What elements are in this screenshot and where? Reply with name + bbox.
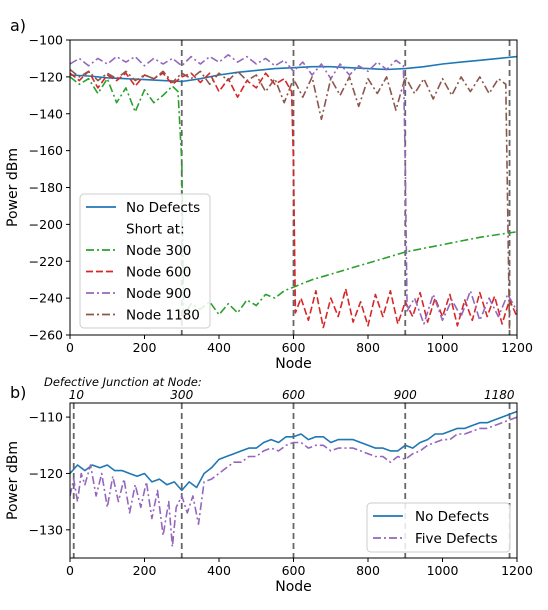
legend-label: No Defects	[126, 200, 200, 216]
x-tick-label: 800	[356, 563, 380, 578]
defect-annotation-title: Defective Junction at Node:	[44, 375, 202, 389]
legend-label: No Defects	[415, 509, 489, 525]
defect-node-label: 10	[69, 388, 85, 402]
y-tick-label: −240	[29, 291, 63, 306]
panel-a-label: a)	[10, 16, 26, 35]
y-tick-label: −140	[29, 106, 63, 121]
x-tick-label: 0	[66, 340, 74, 355]
x-tick-label: 1200	[501, 563, 533, 578]
defect-node-label: 600	[282, 388, 305, 402]
y-axis-label: Power dBm	[5, 148, 21, 227]
x-tick-label: 1200	[501, 340, 533, 355]
legend-label: Node 300	[126, 243, 191, 259]
y-tick-label: −120	[29, 466, 63, 481]
x-axis-label: Node	[275, 579, 312, 595]
series-line-five-defects	[70, 416, 517, 548]
y-axis-label: Power dBm	[5, 441, 21, 520]
series-line-node-300	[70, 76, 517, 318]
panel-b-label: b)	[10, 383, 26, 402]
legend-heading: Short at:	[126, 222, 185, 238]
x-tick-label: 1000	[427, 340, 459, 355]
defect-node-label: 900	[394, 388, 417, 402]
legend-a: No Defects Short at: Node 300 Node 600 Node …	[79, 193, 211, 329]
defect-node-label: 300	[170, 388, 193, 402]
x-tick-label: 400	[207, 563, 231, 578]
panel-a-chart: 0 200 400 600 800 1000 1200 −260 −240 −220 −200 −18…	[5, 33, 533, 373]
series-line-node-1180	[70, 68, 511, 332]
legend-label: Node 600	[126, 265, 191, 281]
x-tick-label: 400	[207, 340, 231, 355]
x-tick-label: 1000	[427, 563, 459, 578]
legend-box	[79, 193, 211, 329]
y-tick-label: −160	[29, 143, 63, 158]
legend-b: No Defects Five Defects	[366, 502, 511, 553]
legend-label: Node 1180	[126, 308, 200, 324]
y-tick-label: −130	[29, 522, 63, 537]
x-tick-label: 600	[282, 340, 306, 355]
defect-node-label: 1180	[484, 388, 515, 402]
y-tick-label: −260	[29, 328, 63, 343]
series-line-no-defects	[70, 410, 517, 492]
y-tick-label: −180	[29, 180, 63, 195]
legend-label: Five Defects	[415, 531, 498, 547]
series-line-node-900	[70, 54, 517, 325]
x-tick-label: 200	[133, 563, 157, 578]
y-tick-label: −120	[29, 69, 63, 84]
x-tick-label: 200	[133, 340, 157, 355]
x-tick-label: 800	[356, 340, 380, 355]
x-tick-label: 0	[66, 563, 74, 578]
y-tick-label: −200	[29, 217, 63, 232]
legend-label: Node 900	[126, 286, 191, 302]
x-axis-label: Node	[275, 356, 312, 372]
x-tick-label: 600	[282, 563, 306, 578]
panel-b-chart: 0 200 400 600 800 1000 1200 −130 −120 −110 Node Pow…	[5, 375, 533, 595]
series-line-no-defects	[70, 55, 517, 83]
y-tick-label: −110	[29, 410, 63, 425]
plot-area	[70, 410, 517, 548]
y-tick-label: −100	[29, 33, 63, 48]
y-tick-label: −220	[29, 254, 63, 269]
plot-area	[70, 54, 517, 332]
